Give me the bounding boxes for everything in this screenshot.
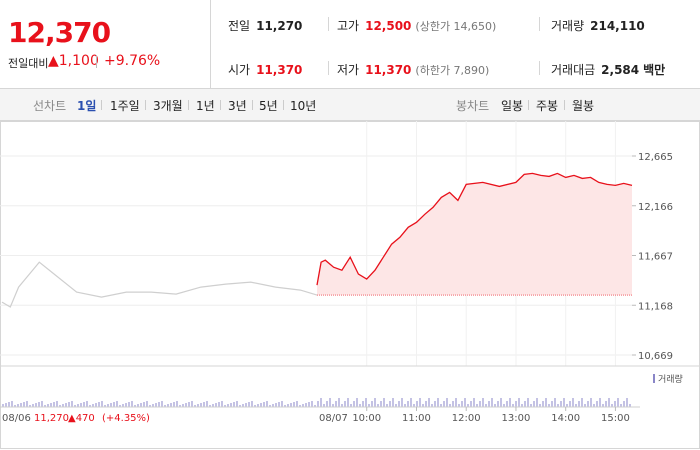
stat-label: 고가 [337, 19, 360, 33]
x-tick-label: 10:00 [352, 413, 381, 424]
stat-label: 저가 [337, 63, 360, 77]
change-percent: +9.76% [104, 53, 161, 69]
x-tick-label: 08/07 [319, 413, 348, 424]
stat-value: 11,370 [365, 63, 412, 77]
y-tick-label: 10,669 [638, 351, 673, 362]
stat-label: 전일 [228, 19, 251, 33]
stat-value: 11,370 [256, 63, 303, 77]
period-1w[interactable]: 1주일 [110, 99, 140, 113]
stat-low: 저가 11,370 (하한가 7,890) [337, 61, 489, 78]
stat-sub: (상한가 14,650) [415, 20, 497, 33]
candle-daily[interactable]: 일봉 [501, 99, 524, 113]
divider [220, 100, 221, 110]
x-tick-label: 12:00 [452, 413, 481, 424]
x-tick-label: 08/06 [2, 413, 31, 424]
candle-weekly[interactable]: 주봉 [536, 99, 559, 113]
divider [145, 100, 146, 110]
y-tick-label: 11,667 [638, 252, 673, 263]
divider [539, 61, 540, 75]
divider [96, 55, 97, 68]
stat-value: 12,500 [365, 19, 412, 33]
y-axis: 12,665 12,166 11,667 11,168 10,669 [632, 152, 673, 362]
stat-label: 거래대금 [551, 63, 596, 77]
x-tick-label: ▲470 [68, 413, 95, 424]
candle-monthly[interactable]: 월봉 [572, 99, 595, 113]
series-line-prev-day [1, 261, 318, 308]
stat-label: 거래량 [551, 19, 585, 33]
stat-open: 시가 11,370 [228, 61, 302, 78]
stat-high: 고가 12,500 (상한가 14,650) [337, 17, 496, 34]
y-tick-label: 12,665 [638, 152, 673, 163]
stat-unit: 백만 [643, 63, 666, 77]
x-tick-label: 11:00 [402, 413, 431, 424]
current-price: 12,370 [8, 16, 111, 49]
x-tick-label: 15:00 [601, 413, 630, 424]
period-bar: 선차트 1일 1주일 3개월 1년 3년 5년 10년 봉차트 일봉 주봉 월봉 [0, 89, 700, 121]
volume-legend-label: 거래량 [658, 373, 683, 385]
volume-bars [2, 398, 631, 407]
x-tick-label: 11,270 [34, 413, 69, 424]
divider [564, 100, 565, 110]
divider [101, 100, 102, 110]
candle-chart-label: 봉차트 [456, 99, 490, 113]
divider [188, 100, 189, 110]
x-tick-label: 14:00 [551, 413, 580, 424]
y-tick-label: 11,168 [638, 301, 673, 312]
volume-legend-swatch [653, 374, 655, 383]
period-3y[interactable]: 3년 [228, 99, 247, 113]
divider [283, 100, 284, 110]
x-tick-label: (+4.35%) [102, 413, 150, 424]
stat-volume: 거래량 214,110 [551, 17, 645, 34]
stat-value: 11,270 [256, 19, 303, 33]
price-box: 12,370 전일대비 ▲1,100 +9.76% [0, 0, 211, 88]
stat-trade-value: 거래대금 2,584 백만 [551, 61, 671, 78]
stat-label: 시가 [228, 63, 251, 77]
period-1y[interactable]: 1년 [196, 99, 215, 113]
divider [252, 100, 253, 110]
price-chart: 12,665 12,166 11,667 11,168 10,669 거래량 08/06… [0, 121, 700, 449]
stat-value: 214,110 [590, 19, 645, 33]
price-summary: 12,370 전일대비 ▲1,100 +9.76% 전일 11,270 시가 11,… [0, 0, 700, 89]
divider [328, 17, 329, 31]
period-3m[interactable]: 3개월 [153, 99, 183, 113]
series-line-current [316, 172, 633, 286]
period-10y[interactable]: 10년 [290, 99, 317, 113]
period-5y[interactable]: 5년 [259, 99, 278, 113]
x-axis-labels: 08/06 11,270 ▲470 (+4.35%) 08/07 10:00 11:00 12… [2, 407, 630, 424]
divider [528, 100, 529, 110]
change-amount: ▲1,100 [48, 53, 99, 69]
divider [539, 17, 540, 31]
divider [328, 61, 329, 75]
stat-prev-close: 전일 11,270 [228, 17, 302, 34]
x-tick-label: 13:00 [502, 413, 531, 424]
line-chart-label: 선차트 [33, 99, 67, 113]
stat-sub: (하한가 7,890) [415, 64, 490, 77]
period-1d[interactable]: 1일 [77, 99, 97, 113]
fill-area [317, 173, 632, 296]
stat-value: 2,584 [601, 63, 640, 77]
y-tick-label: 12,166 [638, 202, 673, 213]
change-label: 전일대비 [8, 57, 49, 70]
